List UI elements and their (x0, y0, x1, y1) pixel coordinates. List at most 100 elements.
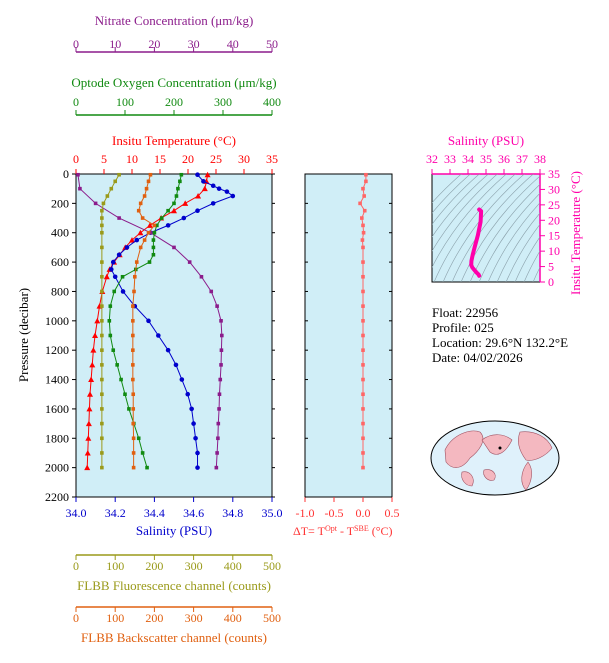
data-point (123, 392, 127, 397)
data-point (131, 333, 135, 338)
data-point (146, 222, 153, 228)
ts-profile-line (469, 207, 484, 278)
data-point (181, 215, 187, 221)
data-point (172, 201, 176, 206)
data-point (185, 391, 191, 397)
float-label: Float: 22956 (432, 305, 499, 320)
salinity-tick-label: 34.2 (105, 506, 126, 520)
salinity-tick-label: 34.4 (144, 506, 165, 520)
backscatter-tick-label: 500 (263, 611, 281, 625)
data-point (215, 451, 219, 455)
backscatter-axis-title: FLBB Backscatter channel (counts) (81, 630, 267, 645)
density-contour (496, 212, 540, 282)
ts-xtick-label: 36 (498, 152, 510, 166)
nitrate-tick-label: 40 (227, 37, 239, 51)
fluorescence-tick-label: 500 (263, 559, 281, 573)
pressure-tick-label: 1600 (45, 402, 69, 416)
data-point (140, 451, 145, 455)
ts-plot-area (431, 173, 541, 283)
nitrate-tick-label: 50 (266, 37, 278, 51)
data-point (360, 216, 364, 220)
data-point (127, 407, 131, 411)
data-point (146, 179, 151, 184)
data-point (124, 245, 130, 250)
data-point (105, 194, 110, 198)
data-point (131, 407, 136, 411)
data-point (210, 183, 216, 189)
data-point (201, 185, 208, 192)
delta-t-tick-label: -1.0 (296, 506, 315, 520)
data-point (84, 449, 91, 456)
data-point (100, 421, 104, 426)
data-point (129, 237, 135, 243)
data-point (178, 179, 182, 184)
data-point (100, 363, 104, 367)
pressure-tick-label: 1200 (45, 343, 69, 357)
data-point (108, 333, 113, 338)
data-point (361, 421, 365, 426)
data-point (117, 216, 121, 220)
data-point (195, 450, 200, 456)
data-point (361, 392, 365, 397)
data-point (230, 193, 236, 199)
density-contour (523, 250, 540, 282)
data-point (131, 436, 136, 441)
data-point (131, 377, 135, 382)
density-contour (487, 202, 540, 282)
data-point (138, 201, 143, 206)
data-point (100, 377, 104, 382)
data-point (134, 260, 139, 264)
data-point (137, 229, 144, 236)
oxygen-profile-line (108, 174, 182, 468)
data-point (199, 274, 204, 279)
data-point (131, 348, 135, 352)
data-point (100, 451, 104, 455)
data-point (193, 435, 198, 441)
data-point (220, 333, 224, 338)
backscatter-tick-label: 0 (73, 611, 79, 625)
data-point (360, 238, 365, 242)
ts-xtick-label: 33 (444, 152, 456, 166)
data-point (361, 363, 365, 367)
data-point (361, 274, 365, 279)
salinity-tick-label: 34.6 (183, 506, 204, 520)
temperature-tick-label: 5 (101, 152, 107, 166)
temperature-tick-label: 15 (154, 152, 166, 166)
data-point (144, 186, 149, 191)
density-contour (451, 174, 534, 282)
data-point (134, 237, 140, 243)
delta-t-tick-label: -0.5 (325, 506, 344, 520)
data-point (217, 392, 222, 397)
data-point (142, 238, 147, 242)
ts-xtick-label: 34 (462, 152, 474, 166)
ts-y-axis-title: Insitu Temperature (°C) (568, 171, 583, 295)
float-location-marker (498, 446, 502, 450)
temperature-tick-label: 20 (182, 152, 194, 166)
data-point (131, 465, 136, 470)
data-point (195, 172, 200, 178)
data-point (100, 216, 104, 220)
ts-ytick-label: 30 (548, 182, 560, 196)
oxygen-axis-title: Optode Oxygen Concentration (μm/kg) (71, 75, 276, 90)
data-point (195, 193, 202, 199)
data-point (111, 348, 116, 352)
data-point (219, 363, 223, 367)
data-point (361, 451, 365, 455)
data-point (176, 186, 180, 191)
data-point (142, 194, 147, 198)
ts-ytick-label: 0 (548, 275, 554, 289)
pressure-tick-label: 1000 (45, 314, 69, 328)
fluorescence-tick-label: 0 (73, 559, 79, 573)
data-point (204, 171, 211, 178)
data-point (107, 319, 112, 323)
data-point (172, 245, 176, 250)
data-point (195, 208, 200, 214)
fluorescence-tick-label: 400 (224, 559, 242, 573)
data-point (179, 172, 184, 177)
data-point (131, 421, 136, 426)
nitrate-tick-label: 0 (73, 37, 79, 51)
data-point (94, 317, 101, 324)
data-point (78, 186, 82, 191)
data-point (187, 260, 192, 264)
